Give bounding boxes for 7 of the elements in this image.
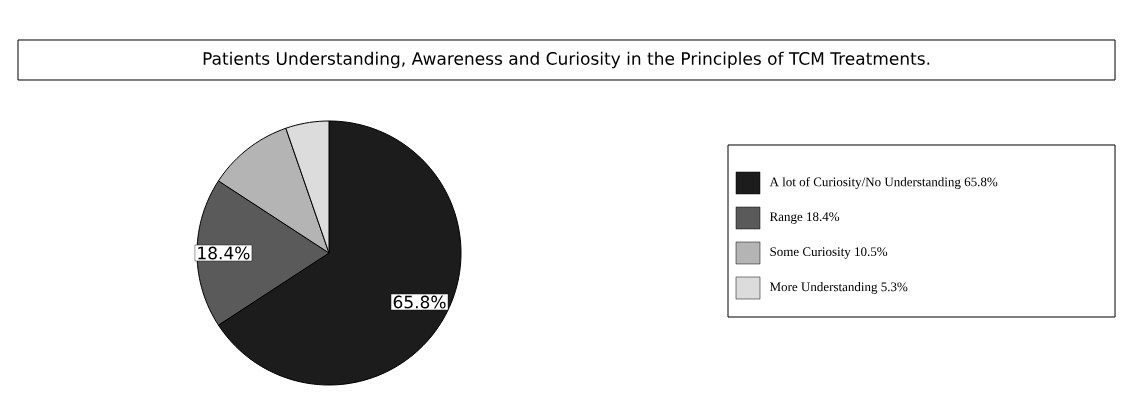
legend-label: More Understanding 5.3% <box>769 282 908 294</box>
chart-title: Patients Understanding, Awareness and Curiosity in the Principles of TCM Treatments. <box>203 51 930 69</box>
data-label: 18.4% <box>198 246 250 260</box>
legend-label: Some Curiosity 10.5% <box>770 247 888 259</box>
legend-label: Range 18.4% <box>769 212 840 224</box>
data-label: 65.8% <box>393 295 446 309</box>
legend-label: A lot of Curiosity/No Understanding 65.8% <box>769 177 998 189</box>
